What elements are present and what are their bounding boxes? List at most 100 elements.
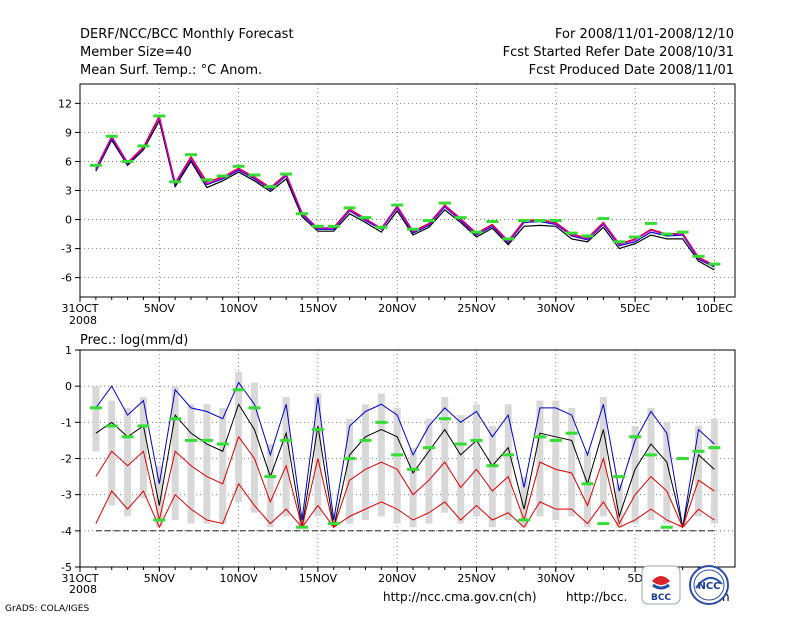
observation-marker — [311, 224, 324, 228]
spread-box — [584, 451, 592, 528]
footer-url-ncc[interactable]: http://ncc.cma.gov.cn(ch) — [383, 590, 537, 604]
y-tick-label: -6 — [61, 272, 72, 285]
series-line-red-upper — [95, 435, 715, 530]
series-line-blue — [95, 381, 715, 528]
y-tick-label: 12 — [58, 97, 72, 110]
observation-marker — [597, 217, 610, 221]
spread-box — [488, 425, 496, 528]
observation-marker — [185, 153, 198, 157]
observation-marker — [137, 424, 150, 428]
spread-box — [314, 393, 322, 517]
spread-box — [92, 386, 100, 452]
x-axis-year-label-2: 2008 — [69, 583, 97, 596]
temperature-chart: 31OCT 5NOV 10NOV 15NOV 20NOV 25NOV 30NOV 5DEC 10… — [58, 83, 736, 327]
precip-title: Prec.: log(mm/d) — [80, 333, 188, 348]
bcc-logo-text: BCC — [651, 593, 671, 603]
observation-marker — [581, 234, 594, 238]
observation-marker — [708, 262, 721, 266]
footer-url-bcc[interactable]: http://bcc. — [566, 590, 628, 604]
observation-marker — [549, 438, 562, 442]
observation-marker — [280, 172, 293, 176]
y-tick-label: -3 — [61, 243, 72, 256]
spread-box — [155, 465, 163, 528]
logo-group: BCC NCC — [641, 565, 729, 605]
observation-marker — [565, 431, 578, 435]
observation-marker — [597, 522, 610, 526]
observation-marker — [137, 144, 150, 148]
observation-marker — [327, 522, 340, 526]
observation-marker — [581, 482, 594, 486]
spread-box — [457, 415, 465, 524]
series-line-magenta — [95, 116, 715, 267]
observation-marker — [311, 428, 324, 432]
bcc-logo: BCC — [641, 565, 681, 605]
observation-marker — [644, 221, 657, 225]
forecast-started-date: Fcst Started Refer Date 2008/10/31 — [502, 45, 734, 60]
observation-marker — [692, 449, 705, 453]
observation-marker — [216, 442, 229, 446]
observation-marker — [296, 525, 309, 529]
observation-marker — [264, 475, 277, 479]
x-tick-label: 31OCT — [61, 302, 98, 315]
observation-marker — [422, 219, 435, 223]
spread-box — [425, 418, 433, 524]
x-axis-year-label: 2008 — [69, 314, 97, 327]
x-tick-label: 31OCT — [61, 572, 98, 585]
observation-marker — [280, 438, 293, 442]
observation-marker — [644, 453, 657, 457]
spread-box — [631, 425, 639, 524]
observation-marker — [660, 232, 673, 236]
y-tick-label: -4 — [61, 525, 72, 538]
spread-box — [472, 404, 480, 517]
observation-marker — [533, 219, 546, 223]
spread-box — [663, 422, 671, 524]
observation-marker — [692, 254, 705, 258]
series-line-black — [95, 403, 715, 528]
x-tick-label: 10DEC — [696, 302, 733, 315]
observation-marker — [708, 446, 721, 450]
forecast-period: For 2008/11/01-2008/12/10 — [555, 27, 734, 42]
member-size: Member Size=40 — [80, 45, 192, 60]
observation-marker — [565, 231, 578, 235]
y-tick-label: -5 — [61, 561, 72, 574]
y-tick-label: 9 — [65, 126, 72, 139]
observation-marker — [676, 457, 689, 460]
observation-marker — [248, 406, 261, 410]
observation-marker — [153, 518, 166, 522]
observation-marker — [391, 453, 404, 457]
x-tick-label: 10NOV — [219, 572, 258, 585]
spread-box — [504, 404, 512, 520]
observation-marker — [486, 464, 499, 468]
observation-marker — [200, 438, 213, 442]
observation-marker — [549, 219, 562, 223]
observation-marker — [438, 417, 451, 421]
observation-marker — [533, 435, 546, 439]
x-tick-label: 5D — [627, 572, 642, 585]
observation-marker — [502, 453, 515, 457]
observation-marker — [391, 203, 404, 207]
observation-marker — [613, 240, 626, 244]
spread-box — [250, 382, 258, 513]
observation-marker — [518, 219, 531, 223]
spread-box — [552, 400, 560, 520]
x-tick-label: 30NOV — [537, 302, 576, 315]
observation-marker — [89, 406, 102, 410]
observation-marker — [121, 435, 134, 439]
observation-marker — [470, 438, 483, 442]
spread-box — [536, 400, 544, 517]
spread-box — [441, 397, 449, 513]
observation-marker — [89, 163, 102, 167]
observation-marker — [486, 219, 499, 223]
spread-box — [377, 393, 385, 517]
spread-box — [266, 444, 274, 528]
spread-box — [393, 407, 401, 524]
observation-marker — [629, 235, 642, 239]
spread-box — [647, 407, 655, 520]
x-tick-label: 15NOV — [299, 572, 338, 585]
observation-marker — [359, 216, 372, 220]
x-tick-label: 5NOV — [144, 572, 176, 585]
observation-marker — [660, 525, 673, 529]
variable-label: Mean Surf. Temp.: °C Anom. — [80, 63, 263, 78]
spread-box — [108, 400, 116, 506]
